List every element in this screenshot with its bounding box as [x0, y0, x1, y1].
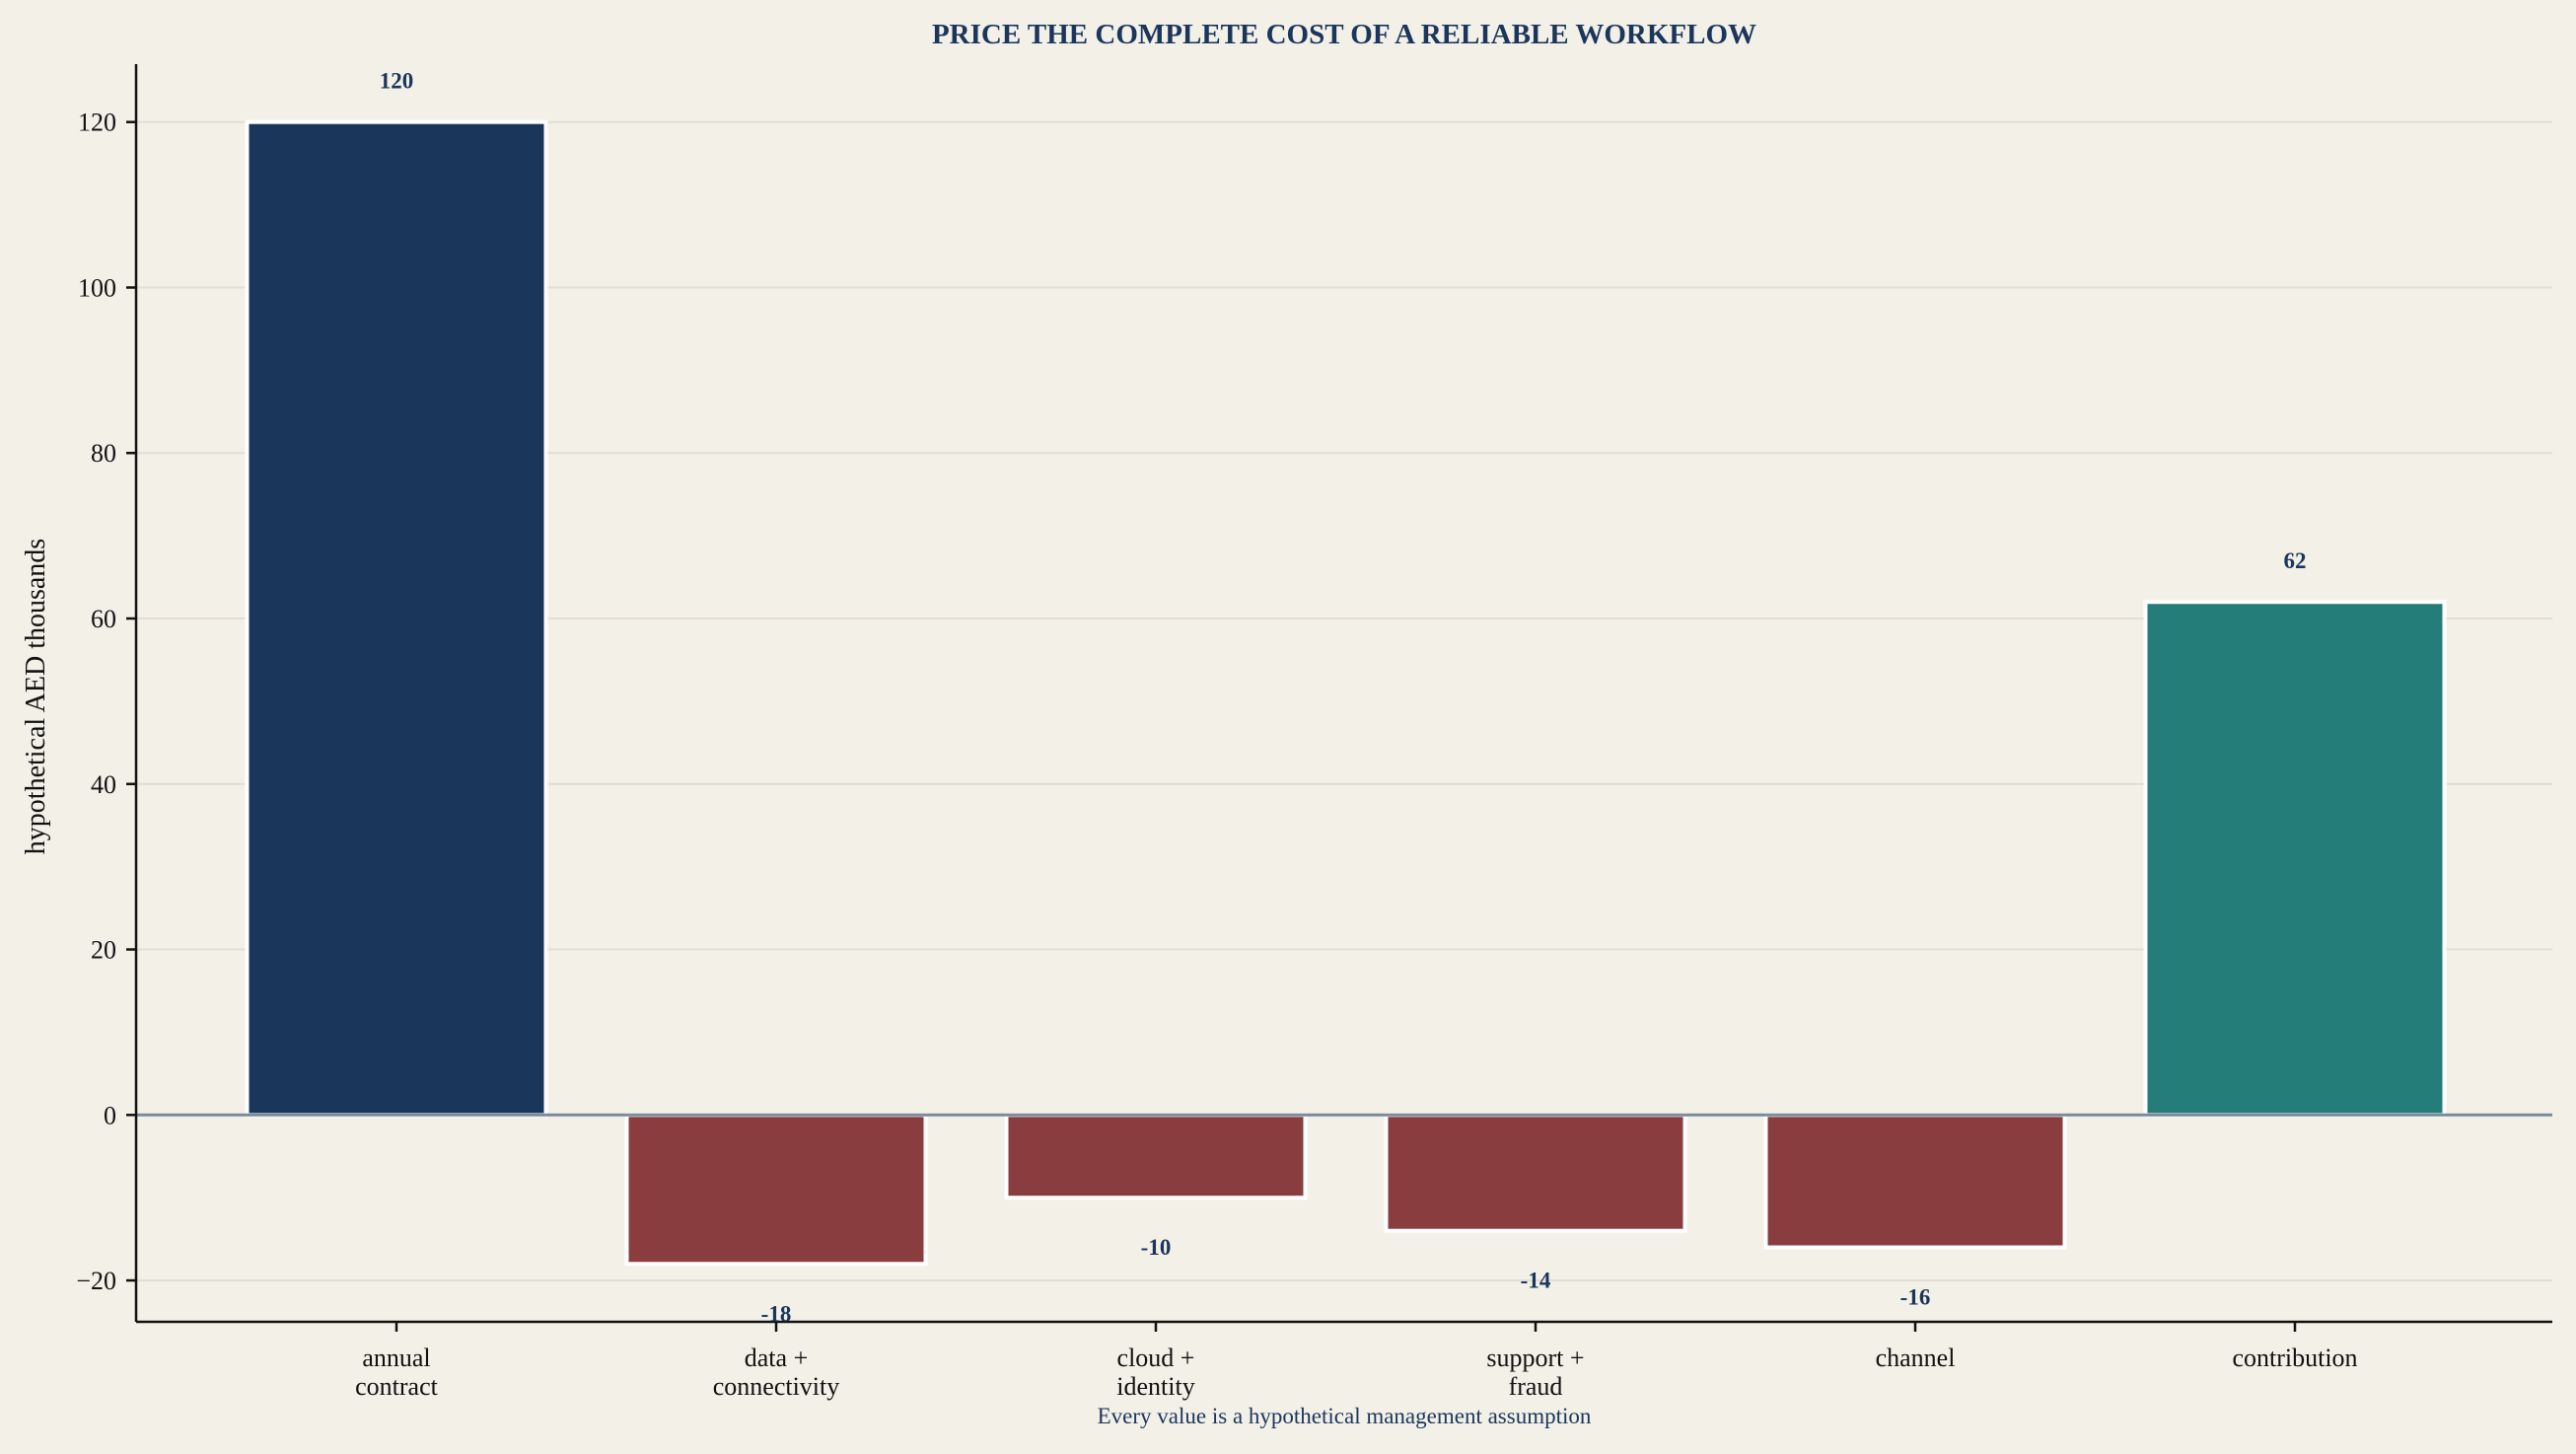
- data-label: -16: [1900, 1285, 1931, 1310]
- data-label: -10: [1141, 1235, 1172, 1260]
- y-ticks: −20 0 20 40 60 80 100 120: [76, 109, 136, 1295]
- bar-5: [1763, 1113, 2067, 1250]
- y-tick-label: 20: [91, 936, 116, 965]
- data-label: -14: [1521, 1269, 1551, 1293]
- chart-title: PRICE THE COMPLETE COST OF A RELIABLE WO…: [932, 19, 1756, 50]
- x-tick-label: channel: [1876, 1344, 1956, 1372]
- bar-3: [1004, 1113, 1308, 1200]
- y-tick-label: 0: [104, 1101, 116, 1129]
- y-tick-label: 60: [91, 605, 116, 633]
- bar-4: [1384, 1113, 1687, 1233]
- x-tick-label: data + connectivity: [713, 1344, 840, 1401]
- y-tick-label: 120: [78, 109, 116, 137]
- bar-6: [2143, 600, 2447, 1118]
- data-label: 120: [380, 69, 414, 94]
- y-tick-label: 40: [91, 770, 116, 799]
- data-label: 62: [2284, 548, 2307, 573]
- y-tick-label: −20: [76, 1267, 116, 1295]
- data-label: -18: [761, 1301, 792, 1326]
- x-tick-label: contribution: [2232, 1344, 2357, 1372]
- x-tick-label: annual contract: [355, 1344, 439, 1401]
- chart-caption: Every value is a hypothetical management…: [1098, 1404, 1592, 1428]
- bar-1: [245, 119, 548, 1118]
- x-tick-label: cloud + identity: [1116, 1344, 1194, 1401]
- bars: [245, 119, 2447, 1267]
- y-axis-label: hypothetical AED thousands: [21, 539, 51, 854]
- data-labels: 120 -18 -10 -14 -16 62: [380, 69, 2307, 1327]
- y-tick-label: 80: [91, 439, 116, 468]
- bar-2: [624, 1113, 928, 1267]
- x-ticks: annual contract data + connectivity cloud + i…: [355, 1322, 2358, 1401]
- y-tick-label: 100: [78, 273, 116, 302]
- axes: [134, 64, 2552, 1324]
- x-tick-label: support + fraud: [1486, 1344, 1584, 1401]
